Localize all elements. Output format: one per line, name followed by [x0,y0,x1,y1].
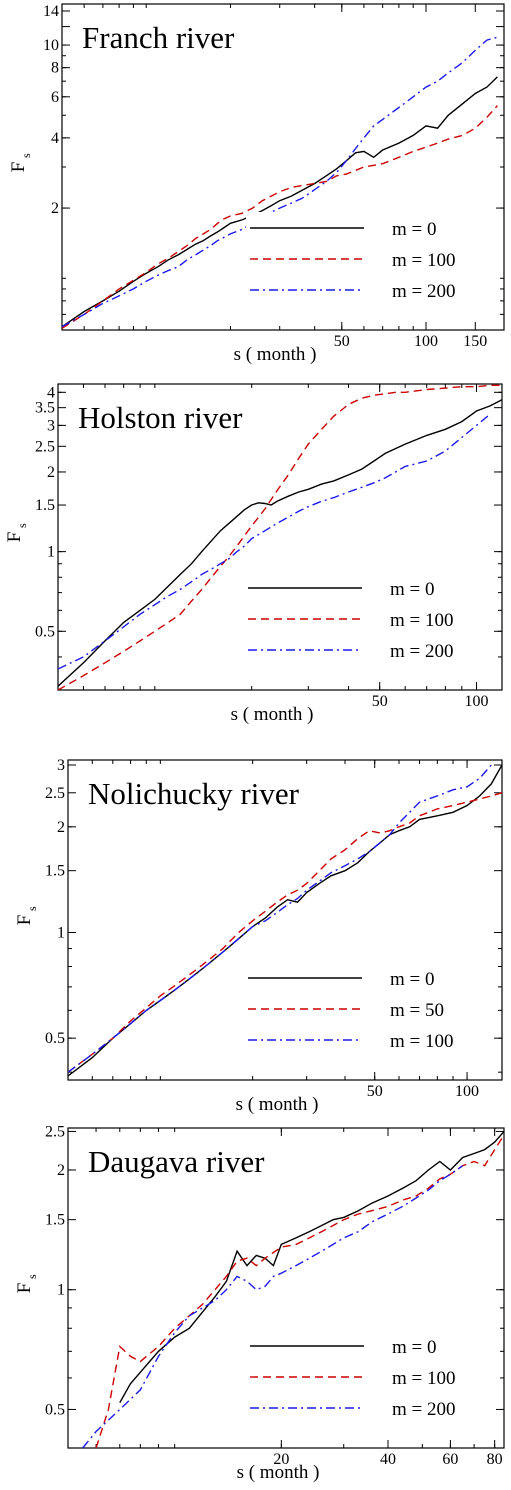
x-tick-label: 40 [380,1451,396,1468]
plot-frame [67,759,503,1081]
y-axis-label-group: Fs [14,906,39,925]
y-axis-label-sub: s [25,906,39,911]
y-tick-label: 4 [51,130,59,147]
y-tick-label: 4 [47,384,55,401]
y-axis-label: F [4,532,25,543]
plot-frame [67,1127,505,1449]
series-line-0 [62,76,498,328]
x-tick-label: 100 [455,1083,479,1100]
chart-panel-2: 50 100 0.5 1 1.5 2 2.5 3 Nolichucky river m = 0 m … [14,757,503,1115]
x-axis-label: s ( month ) [236,1094,319,1115]
series-line-2 [58,413,491,670]
series-line-0 [119,1130,504,1404]
y-axis-label: F [14,1283,35,1294]
legend-label-0: m = 0 [390,969,435,990]
chart-title: Franch river [82,20,235,55]
chart-title: Nolichucky river [88,776,300,811]
y-tick-label: 2 [57,1162,65,1179]
x-tick-label: 80 [487,1451,503,1468]
x-axis-label: s ( month ) [237,1462,320,1483]
y-axis-label-group: Fs [4,523,29,542]
x-tick-label: 60 [442,1451,458,1468]
y-tick-label: 1.5 [35,497,55,514]
y-tick-label: 0.5 [45,1030,65,1047]
x-tick-label: 50 [367,1083,383,1100]
legend-label-1: m = 100 [390,610,454,631]
legend-label-2: m = 100 [390,1031,454,1052]
x-tick-label: 20 [273,1451,289,1468]
y-axis-label-group: Fs [8,153,33,172]
x-tick-label: 50 [334,333,350,350]
series-line-1 [95,1134,504,1448]
legend-label-2: m = 200 [392,281,456,302]
y-tick-label: 1 [47,544,55,561]
y-tick-label: 0.5 [45,1401,65,1418]
y-axis-label: F [8,162,29,173]
y-tick-label: 1.5 [45,1212,65,1229]
y-tick-label: 8 [51,60,59,77]
y-axis-label: F [14,915,35,926]
chart-panel-0: 50 100 150 2 4 6 8 10 14 Franch river m = 0 m = 100… [8,3,505,365]
y-axis-label-sub: s [19,153,33,158]
y-tick-label: 2.5 [45,785,65,802]
legend-label-1: m = 100 [392,1368,456,1389]
series-line-2 [62,36,498,328]
chart-title: Holston river [78,400,243,435]
x-tick-label: 100 [414,333,438,350]
y-axis-label-sub: s [15,523,29,528]
y-tick-label: 0.5 [35,623,55,640]
series-group [62,36,498,329]
x-tick-label: 50 [372,693,388,710]
y-axis-label-sub: s [25,1274,39,1279]
series-line-0 [58,399,502,687]
series-group [82,1130,504,1448]
chart-panel-1: 50 100 0.5 1 1.5 2 2.5 33.54 Holston river m = 0 m… [4,383,503,725]
plot-frame [57,383,503,691]
legend-label-1: m = 100 [392,250,456,271]
x-axis-label: s ( month ) [231,704,314,725]
chart-title: Daugava river [88,1144,265,1179]
y-axis-label-group: Fs [14,1274,39,1293]
legend-label-0: m = 0 [392,219,437,240]
y-tick-label: 1 [57,1282,65,1299]
y-tick-label: 14 [43,3,59,20]
y-tick-label: 2 [51,200,59,217]
legend-label-2: m = 200 [392,1399,456,1420]
y-tick-label: 3 [47,417,55,434]
x-tick-label: 100 [465,693,489,710]
series-group [68,764,502,1077]
legend-label-1: m = 50 [390,1000,444,1021]
x-axis-label: s ( month ) [234,344,317,365]
y-tick-label: 1.5 [45,863,65,880]
chart-panel-3: 20 40 60 80 0.5 1 1.5 2 2.5 Daugava river m = 0 m =… [14,1123,505,1483]
y-tick-label: 2 [47,464,55,481]
y-tick-label: 2.5 [45,1123,65,1140]
legend-label-0: m = 0 [390,579,435,600]
x-tick-label: 150 [463,333,487,350]
y-tick-label: 2 [57,819,65,836]
y-tick-label: 6 [51,89,59,106]
y-tick-label: 1 [57,924,65,941]
series-line-1 [58,384,502,690]
legend-label-2: m = 200 [390,641,454,662]
y-tick-label: 3.5 [35,400,55,417]
series-line-1 [62,105,498,329]
series-group [58,384,502,690]
legend-label-0: m = 0 [392,1337,437,1358]
series-line-1 [68,792,502,1073]
series-line-0 [68,764,502,1077]
y-tick-label: 10 [43,37,59,54]
y-tick-label: 2.5 [35,438,55,455]
y-tick-label: 3 [57,757,65,774]
series-line-2 [68,764,492,1073]
